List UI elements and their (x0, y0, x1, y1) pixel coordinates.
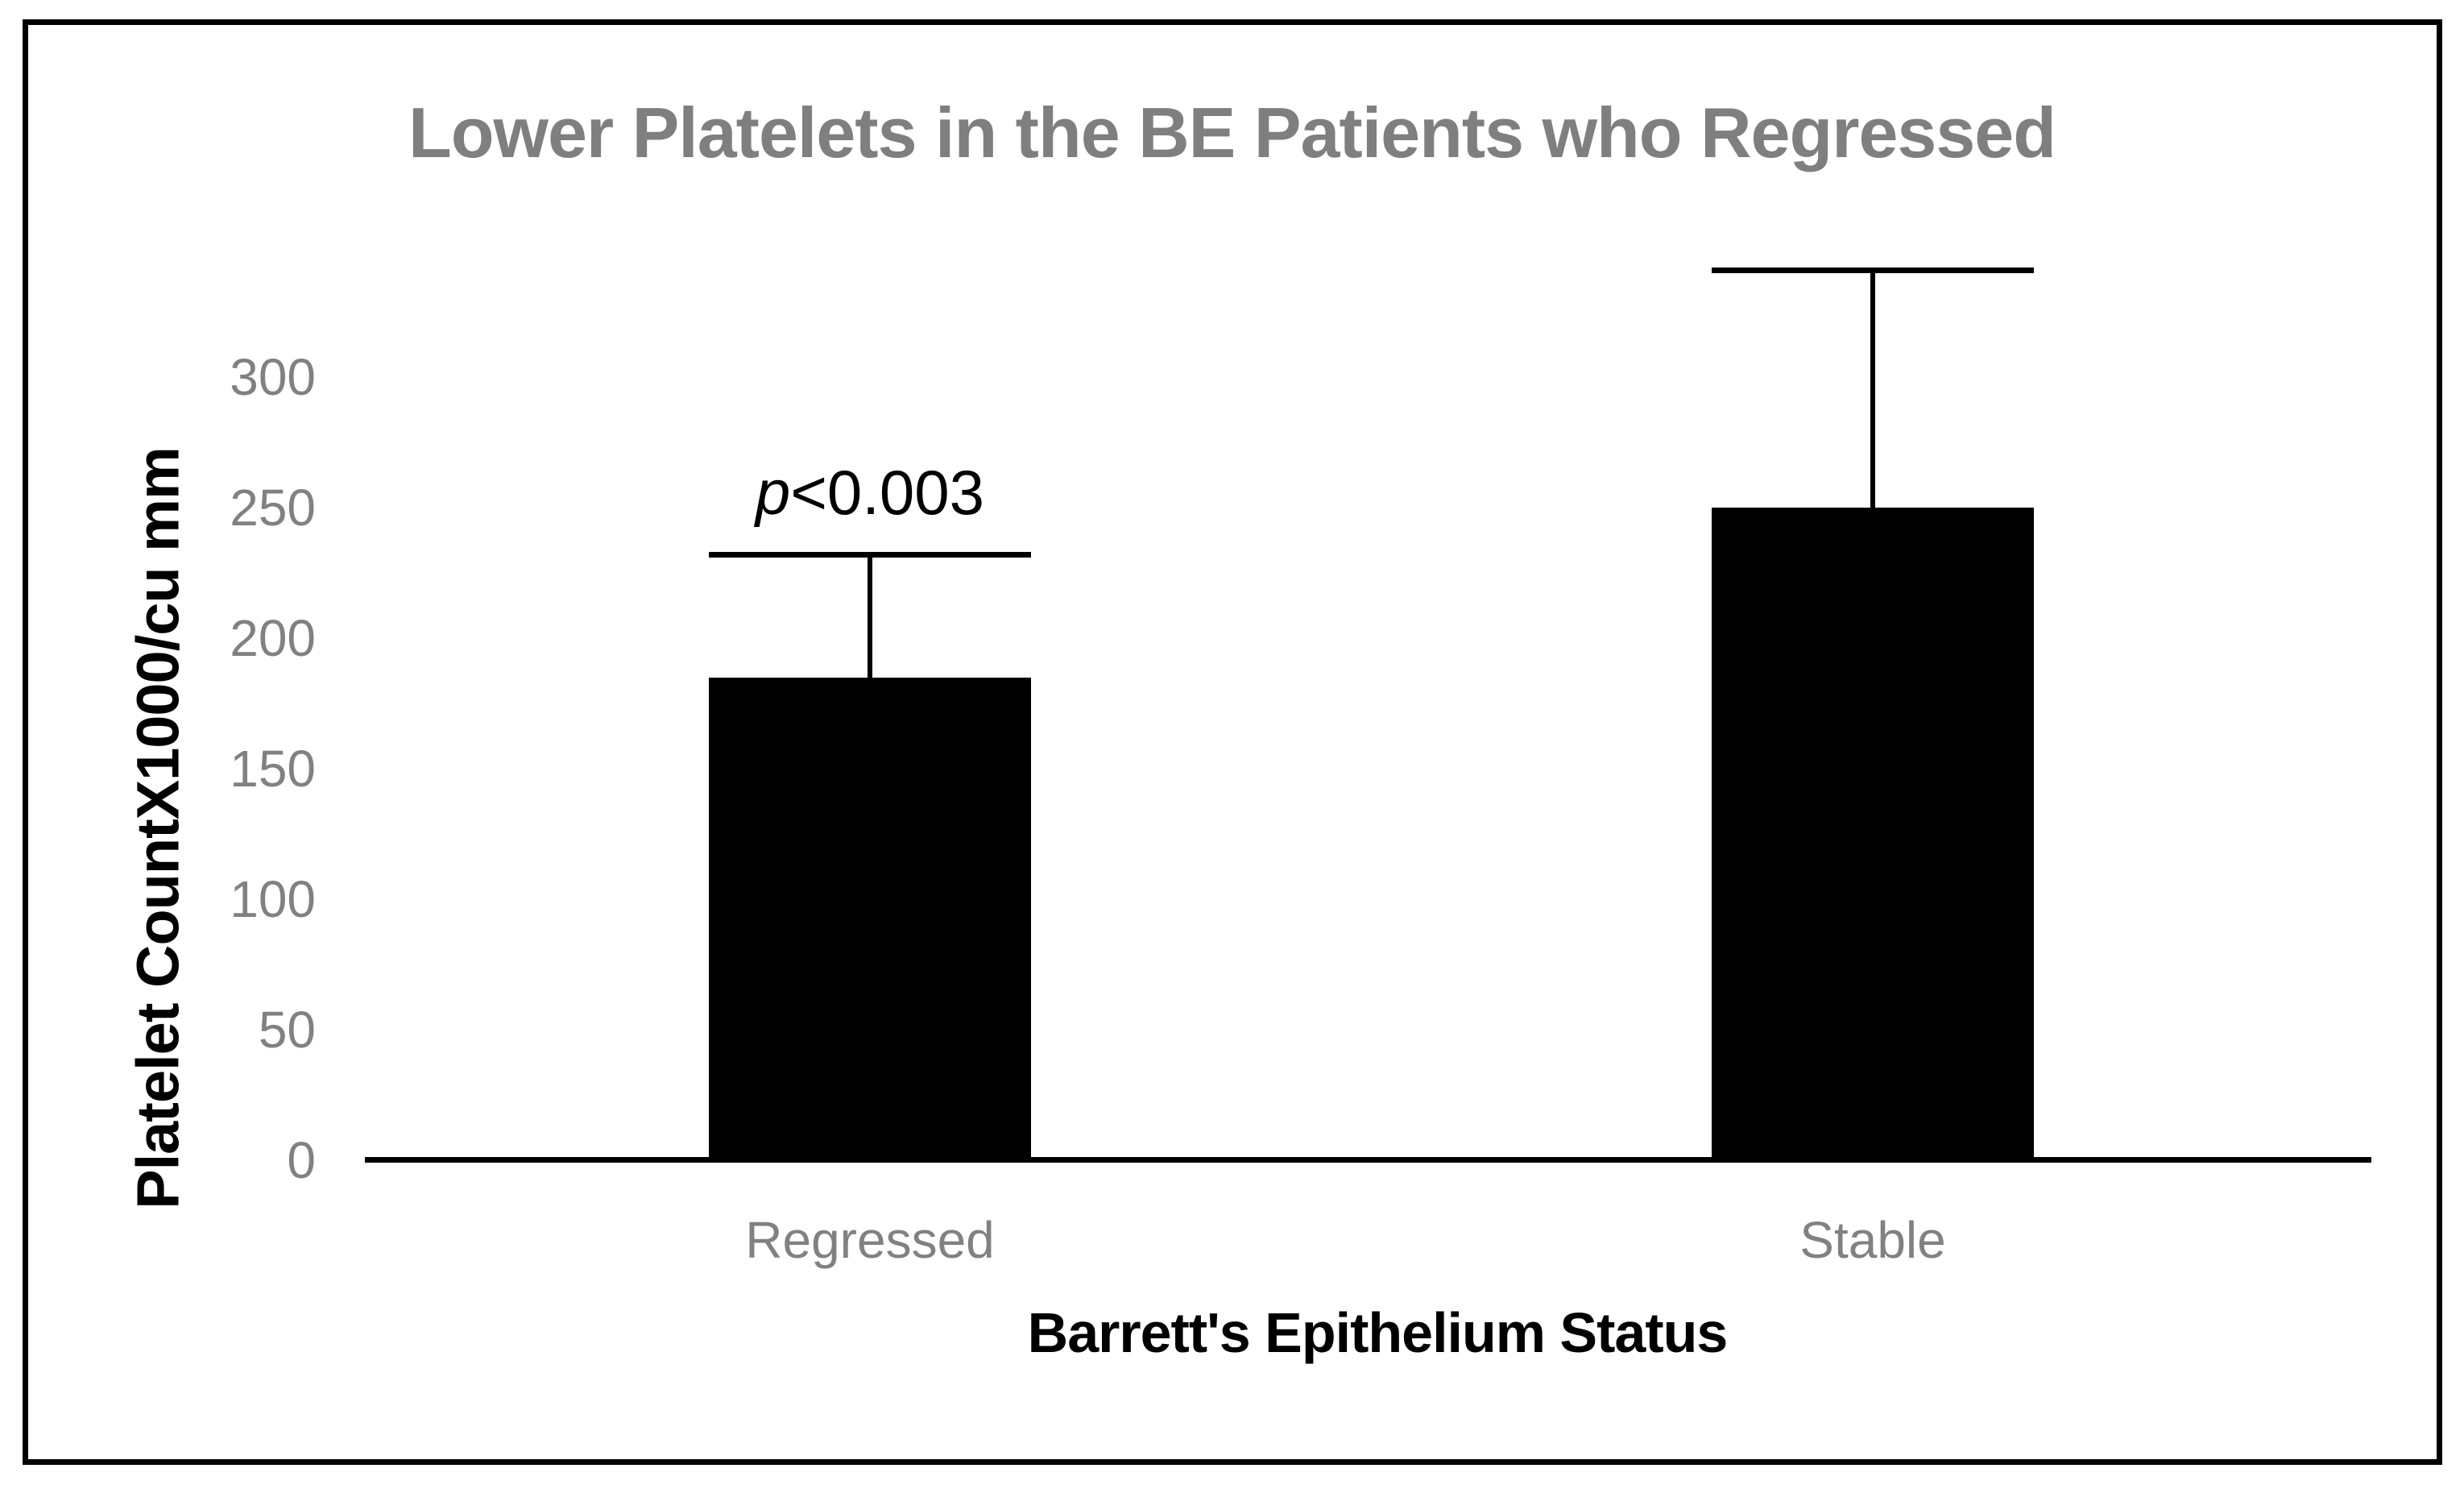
p-value-annotation: p<0.003 (588, 432, 1152, 553)
p-symbol: p (755, 457, 791, 528)
category-label: Regressed (745, 1211, 995, 1269)
y-tick-label: 100 (230, 870, 316, 928)
category-label: Stable (1799, 1211, 1946, 1269)
chart-border (23, 19, 2442, 1465)
y-tick-label: 200 (230, 609, 316, 667)
y-tick-label: 150 (230, 740, 316, 798)
y-axis-title: Platelet CountX1000/cu mm (124, 447, 192, 1209)
y-tick-label: 250 (230, 479, 316, 537)
y-tick-label: 0 (287, 1131, 316, 1189)
error-bar-whisker (1870, 273, 1875, 508)
error-bar-whisker (868, 558, 872, 678)
bar (1712, 508, 2034, 1163)
error-bar-cap (1712, 268, 2034, 273)
y-tick-label: 300 (230, 348, 316, 406)
y-tick-label: 50 (258, 1001, 316, 1059)
error-bar-cap (709, 552, 1031, 558)
x-axis-title: Barrett's Epithelium Status (1027, 1301, 1729, 1364)
chart-title: Lower Platelets in the BE Patients who R… (408, 93, 2056, 172)
x-axis-line (365, 1157, 2371, 1163)
bar (709, 678, 1031, 1163)
p-comparison-value: <0.003 (790, 457, 985, 528)
